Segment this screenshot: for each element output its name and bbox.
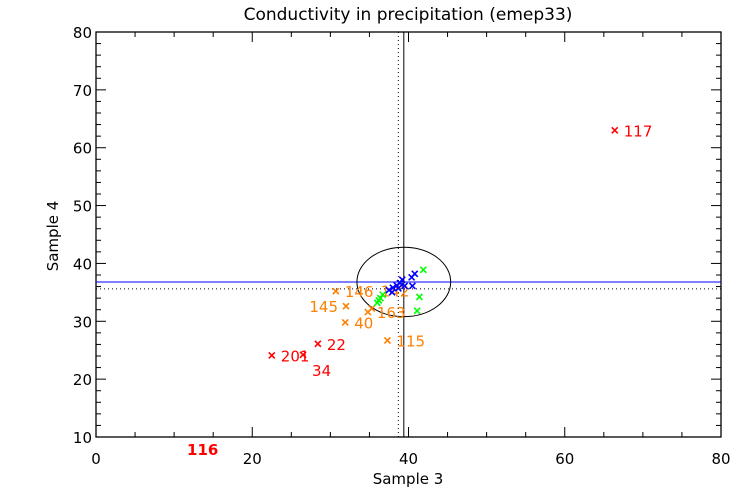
data-point bbox=[419, 266, 427, 274]
point-marker bbox=[383, 336, 391, 344]
point-label: 115 bbox=[396, 332, 425, 350]
data-point bbox=[379, 291, 387, 299]
point-label: 201 bbox=[281, 347, 310, 365]
chart-title: Conductivity in precipitation (emep33) bbox=[244, 5, 573, 25]
point-label: 116 bbox=[187, 441, 218, 459]
point-label: 40 bbox=[354, 314, 373, 332]
data-point bbox=[332, 287, 340, 295]
data-point bbox=[411, 270, 419, 278]
y-tick-label: 40 bbox=[73, 255, 92, 273]
data-point bbox=[611, 126, 619, 134]
data-point bbox=[394, 284, 402, 292]
point-marker bbox=[375, 296, 383, 305]
point-marker bbox=[268, 351, 276, 359]
point-marker bbox=[413, 307, 421, 315]
point-marker bbox=[332, 287, 340, 295]
point-marker bbox=[342, 302, 350, 310]
point-label: 142 bbox=[381, 283, 410, 301]
data-point bbox=[413, 307, 421, 315]
point-marker bbox=[401, 282, 409, 290]
y-tick-label: 10 bbox=[73, 429, 92, 447]
data-point bbox=[401, 282, 409, 290]
y-axis-label: Sample 4 bbox=[44, 201, 62, 272]
x-tick-label: 0 bbox=[91, 450, 101, 468]
y-tick-label: 20 bbox=[73, 371, 92, 389]
data-point bbox=[314, 340, 322, 348]
point-marker bbox=[419, 266, 427, 274]
y-tick-label: 70 bbox=[73, 82, 92, 100]
y-tick-label: 30 bbox=[73, 313, 92, 331]
point-label: 22 bbox=[327, 336, 346, 354]
point-marker bbox=[314, 340, 322, 348]
data-point bbox=[398, 276, 406, 284]
data-point bbox=[268, 351, 276, 359]
point-label: 146 bbox=[345, 283, 374, 301]
point-marker bbox=[611, 126, 619, 134]
data-point bbox=[388, 288, 396, 296]
y-tick-label: 50 bbox=[73, 198, 92, 216]
point-label: 145 bbox=[309, 298, 338, 316]
plot-frame bbox=[95, 31, 722, 438]
x-tick-label: 20 bbox=[243, 450, 262, 468]
y-tick-label: 60 bbox=[73, 140, 92, 158]
point-marker bbox=[299, 351, 307, 359]
point-marker bbox=[388, 288, 396, 296]
point-label: 117 bbox=[624, 122, 653, 140]
y-tick-label: 80 bbox=[73, 24, 92, 42]
point-marker bbox=[368, 304, 376, 313]
point-marker bbox=[341, 318, 349, 327]
point-marker bbox=[408, 282, 416, 290]
point-marker bbox=[415, 293, 424, 301]
x-tick-label: 40 bbox=[399, 450, 418, 468]
x-tick-label: 60 bbox=[555, 450, 574, 468]
point-label: 163 bbox=[377, 304, 406, 322]
data-point bbox=[342, 302, 350, 310]
point-marker bbox=[398, 276, 406, 284]
point-marker bbox=[394, 284, 402, 292]
data-point bbox=[368, 304, 376, 313]
data-point bbox=[383, 336, 391, 344]
x-tick-label: 80 bbox=[711, 450, 730, 468]
data-point bbox=[415, 293, 424, 301]
point-marker bbox=[411, 270, 419, 278]
data-point bbox=[341, 318, 349, 327]
point-label: 34 bbox=[312, 362, 331, 380]
point-marker bbox=[389, 284, 397, 292]
x-axis-label: Sample 3 bbox=[373, 470, 444, 488]
data-point bbox=[375, 296, 383, 305]
data-point bbox=[299, 351, 307, 359]
point-marker bbox=[379, 291, 387, 299]
confidence-ellipse bbox=[356, 246, 452, 318]
data-point bbox=[408, 282, 416, 290]
